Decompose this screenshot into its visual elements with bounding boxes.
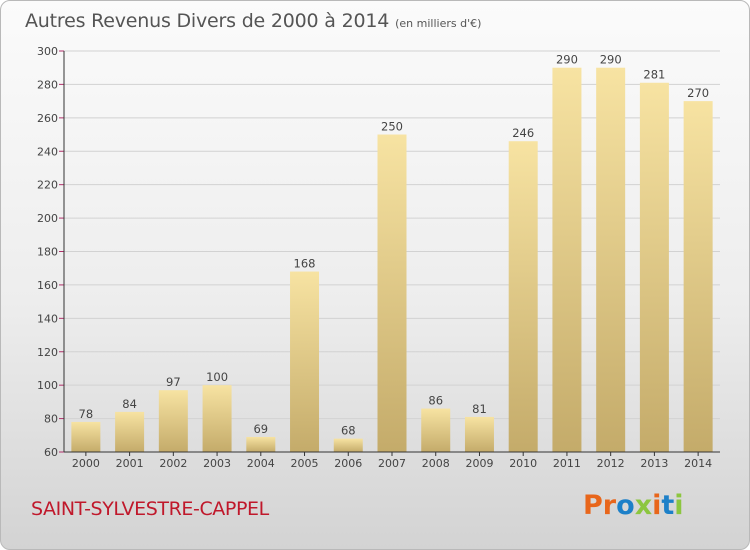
data-label-2000: 78 bbox=[79, 407, 94, 421]
logo-letter: P bbox=[583, 490, 603, 521]
logo-letter: o bbox=[616, 490, 635, 521]
x-tick-label-2007: 2007 bbox=[378, 457, 406, 470]
y-tick-label-80: 80 bbox=[44, 413, 58, 426]
data-label-2005: 168 bbox=[294, 257, 316, 271]
y-tick-label-300: 300 bbox=[37, 45, 58, 58]
y-tick-label-100: 100 bbox=[37, 379, 58, 392]
bar-2013 bbox=[639, 82, 669, 452]
y-tick-label-280: 280 bbox=[37, 78, 58, 91]
x-tick-label-2014: 2014 bbox=[684, 457, 712, 470]
x-tick-label-2002: 2002 bbox=[159, 457, 187, 470]
proxiti-logo[interactable]: Proxiti bbox=[583, 490, 684, 521]
bar-2009 bbox=[464, 416, 494, 452]
x-tick-label-2012: 2012 bbox=[597, 457, 625, 470]
x-tick-label-2009: 2009 bbox=[465, 457, 493, 470]
bar-2012 bbox=[596, 67, 626, 452]
commune-name: SAINT-SYLVESTRE-CAPPEL bbox=[31, 498, 269, 520]
x-tick-label-2001: 2001 bbox=[116, 457, 144, 470]
y-tick-label-140: 140 bbox=[37, 312, 58, 325]
data-label-2012: 290 bbox=[600, 53, 622, 67]
bar-2003 bbox=[202, 385, 232, 452]
bar-2008 bbox=[421, 408, 451, 452]
logo-letter: i bbox=[652, 490, 662, 521]
bar-2004 bbox=[246, 436, 276, 452]
bar-2002 bbox=[158, 390, 188, 452]
y-tick-label-180: 180 bbox=[37, 246, 58, 259]
x-tick-label-2013: 2013 bbox=[640, 457, 668, 470]
bar-2006 bbox=[333, 438, 363, 452]
bar-2014 bbox=[683, 101, 713, 452]
x-tick-label-2003: 2003 bbox=[203, 457, 231, 470]
data-label-2013: 281 bbox=[643, 68, 665, 82]
x-tick-label-2005: 2005 bbox=[291, 457, 319, 470]
y-tick-label-260: 260 bbox=[37, 112, 58, 125]
data-label-2003: 100 bbox=[206, 370, 228, 384]
logo-letter: r bbox=[602, 490, 617, 521]
x-tick-label-2008: 2008 bbox=[422, 457, 450, 470]
y-tick-label-240: 240 bbox=[37, 145, 58, 158]
data-label-2011: 290 bbox=[556, 53, 578, 67]
x-tick-label-2010: 2010 bbox=[509, 457, 537, 470]
y-tick-label-200: 200 bbox=[37, 212, 58, 225]
x-tick-label-2000: 2000 bbox=[72, 457, 100, 470]
bar-2007 bbox=[377, 134, 407, 452]
y-tick-label-60: 60 bbox=[44, 446, 58, 459]
chart-unit: (en milliers d'€) bbox=[395, 17, 482, 30]
data-label-2006: 68 bbox=[341, 424, 356, 438]
x-tick-label-2006: 2006 bbox=[334, 457, 362, 470]
chart-title: Autres Revenus Divers de 2000 à 2014 (en … bbox=[25, 10, 481, 32]
data-label-2008: 86 bbox=[428, 394, 443, 408]
y-tick-label-220: 220 bbox=[37, 179, 58, 192]
data-label-2001: 84 bbox=[122, 397, 137, 411]
y-tick-label-160: 160 bbox=[37, 279, 58, 292]
data-label-2014: 270 bbox=[687, 86, 709, 100]
logo-letter: i bbox=[674, 490, 684, 521]
x-tick-label-2011: 2011 bbox=[553, 457, 581, 470]
bar-2011 bbox=[552, 67, 582, 452]
bar-2000 bbox=[71, 421, 101, 452]
x-tick-label-2004: 2004 bbox=[247, 457, 275, 470]
data-label-2010: 246 bbox=[512, 126, 534, 140]
bar-2001 bbox=[115, 411, 145, 452]
chart-title-text: Autres Revenus Divers de 2000 à 2014 bbox=[25, 10, 390, 32]
data-label-2002: 97 bbox=[166, 375, 181, 389]
y-tick-label-120: 120 bbox=[37, 346, 58, 359]
data-label-2007: 250 bbox=[381, 120, 403, 134]
data-label-2009: 81 bbox=[472, 402, 487, 416]
logo-letter: x bbox=[634, 490, 653, 521]
bar-2005 bbox=[290, 271, 320, 452]
logo-letter: t bbox=[661, 490, 675, 521]
data-label-2004: 69 bbox=[253, 422, 268, 436]
bar-2010 bbox=[508, 141, 538, 452]
